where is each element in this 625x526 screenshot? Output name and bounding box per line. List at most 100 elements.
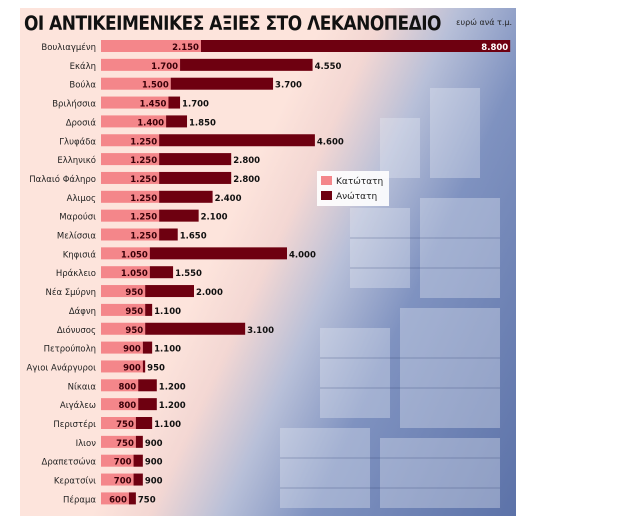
value-label-max: 2.400	[215, 194, 242, 204]
value-label-min: 750	[116, 439, 134, 449]
bar-max	[133, 473, 143, 486]
value-label-min: 750	[116, 420, 134, 430]
category-label: Ιλιον	[76, 439, 97, 449]
category-label: Γλυφάδα	[59, 137, 96, 147]
chart-title: ΟΙ ΑΝΤΙΚΕΙΜΕΝΙΚΕΣ ΑΞΙΕΣ ΣΤΟ ΛΕΚΑΝΟΠΕΔΙΟ	[24, 13, 441, 35]
bar-min	[101, 322, 146, 335]
bar-min	[101, 285, 146, 298]
bar-min	[101, 190, 160, 203]
value-label-max: 750	[138, 495, 156, 505]
legend-swatch-min	[321, 176, 332, 185]
legend-label-min: Κατώτατη	[336, 176, 383, 187]
value-label-min: 1.400	[137, 118, 164, 128]
value-label-max: 3.100	[247, 326, 274, 336]
category-label: Δάφνη	[69, 307, 96, 317]
bar-max	[142, 360, 146, 373]
value-label-max: 4.550	[315, 62, 342, 72]
bar-max	[159, 171, 232, 184]
bar-max	[145, 303, 153, 316]
bar-max	[145, 285, 194, 298]
value-label-max: 1.850	[189, 118, 216, 128]
value-label-max: 3.700	[275, 81, 302, 91]
category-label: Αλιμος	[67, 194, 96, 204]
bar-min	[101, 171, 160, 184]
chart-background: ΟΙ ΑΝΤΙΚΕΙΜΕΝΙΚΕΣ ΑΞΙΕΣ ΣΤΟ ΛΕΚΑΝΟΠΕΔΙΟ …	[20, 8, 516, 516]
value-label-min: 800	[118, 382, 136, 392]
legend-label-max: Ανώτατη	[336, 191, 377, 202]
value-label-min: 2.150	[172, 43, 199, 53]
category-label: Νέα Σμύρνη	[46, 287, 97, 298]
value-label-max: 4.600	[317, 137, 344, 147]
value-label-min: 1.250	[130, 175, 157, 185]
value-label-min: 1.700	[151, 62, 178, 72]
bar-min	[101, 96, 169, 109]
city-photo-texture	[280, 88, 500, 508]
value-label-min: 1.250	[130, 194, 157, 204]
category-label: Μελίσσια	[57, 232, 96, 242]
bar-max	[133, 454, 143, 467]
category-label: Δραπετσώνα	[42, 457, 97, 468]
bar-max	[135, 417, 153, 429]
bar-min	[101, 303, 146, 316]
bar-max	[138, 398, 157, 411]
bar-min	[101, 341, 143, 354]
value-label-min: 800	[118, 401, 136, 411]
value-label-max: 1.100	[154, 420, 181, 430]
category-label: Εκάλη	[70, 62, 96, 72]
category-label: Πέραμα	[63, 494, 96, 505]
value-label-min: 600	[109, 495, 127, 505]
category-label: Δροσιά	[66, 118, 97, 128]
category-label: Κερατσίνι	[54, 477, 96, 487]
value-label-min: 1.450	[140, 100, 167, 110]
bar-min	[101, 58, 181, 71]
category-label: Κηφισιά	[63, 250, 97, 260]
value-label-max: 1.700	[182, 100, 209, 110]
category-label: Περιστέρι	[53, 419, 96, 430]
category-label: Πετρούπολη	[44, 344, 96, 355]
bar-max	[159, 134, 315, 147]
unit-label: ευρώ ανά τ.μ.	[456, 17, 512, 27]
bar-min	[101, 454, 134, 467]
category-label: Νίκαια	[68, 382, 97, 392]
bar-max	[159, 228, 178, 241]
bar-max	[159, 209, 199, 222]
category-label: Βούλα	[69, 80, 96, 91]
value-label-max: 4.000	[289, 250, 316, 260]
bar-min	[101, 228, 160, 241]
bar-max	[145, 322, 246, 335]
value-label-max: 8.800	[481, 43, 508, 53]
category-label: Ηράκλειο	[56, 269, 96, 279]
bar-max	[135, 435, 143, 448]
value-label-min: 900	[123, 345, 141, 355]
value-label-max: 2.100	[201, 213, 228, 223]
category-label: Βριλήσσια	[52, 100, 96, 110]
value-label-max: 1.200	[159, 382, 186, 392]
bar-min	[101, 398, 139, 411]
category-label: Μαρούσι	[59, 212, 96, 223]
value-label-min: 1.050	[121, 250, 148, 260]
bar-min	[101, 360, 143, 373]
bar-max	[159, 153, 232, 166]
category-label: Παλαιό Φάληρο	[29, 174, 96, 185]
value-label-min: 700	[114, 477, 132, 487]
legend: Κατώτατη Ανώτατη	[317, 171, 389, 206]
bar-min	[101, 473, 134, 486]
bar-max	[170, 77, 274, 90]
bar-min	[101, 247, 150, 260]
bar-min	[101, 379, 139, 392]
bar-max	[159, 190, 213, 203]
category-label: Αιγάλεω	[60, 401, 96, 411]
bar-min	[101, 153, 160, 166]
value-label-min: 950	[125, 326, 143, 336]
value-label-min: 1.250	[130, 213, 157, 223]
value-label-max: 1.200	[159, 401, 186, 411]
category-label: Βουλιαγμένη	[41, 42, 96, 53]
category-label: Διόνυσος	[57, 325, 96, 336]
bar-chart: ΟΙ ΑΝΤΙΚΕΙΜΕΝΙΚΕΣ ΑΞΙΕΣ ΣΤΟ ΛΕΚΑΝΟΠΕΔΙΟ …	[24, 13, 512, 506]
value-label-min: 1.050	[121, 269, 148, 279]
bar-min	[101, 134, 160, 147]
value-label-min: 1.250	[130, 156, 157, 166]
bar-min	[101, 435, 136, 448]
bar-min	[101, 115, 167, 128]
bar-max	[180, 58, 313, 71]
